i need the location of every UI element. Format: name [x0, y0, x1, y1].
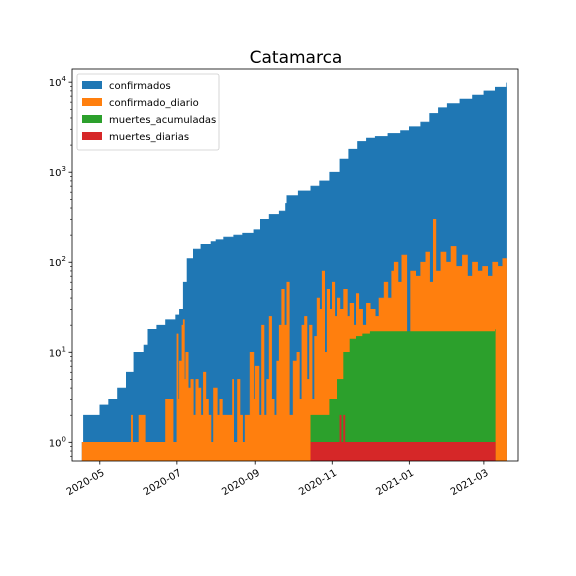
legend-swatch [82, 98, 102, 106]
series-area-muertes_acumuladas [310, 329, 496, 461]
legend-label: confirmado_diario [109, 98, 199, 109]
y-axis: 100 101 102 103 104 [49, 75, 72, 457]
y-tick-label: 102 [49, 255, 66, 269]
legend-swatch [82, 115, 102, 123]
y-tick-label: 100 [49, 435, 66, 449]
chart-title: Catamarca [250, 48, 343, 68]
series-area-muertes_diarias [310, 414, 496, 461]
y-tick-label: 101 [49, 345, 66, 359]
legend: confirmados confirmado_diario muertes_acum… [76, 73, 220, 151]
plot-frame [71, 68, 519, 462]
legend-swatch [82, 132, 102, 140]
legend-label: muertes_acumuladas [109, 115, 216, 126]
legend-label: muertes_diarias [109, 132, 189, 143]
legend-label: confirmados [109, 81, 171, 92]
y-tick-label: 104 [49, 75, 67, 89]
legend-swatch [82, 81, 102, 89]
y-tick-label: 103 [49, 165, 66, 179]
legend-box [76, 73, 220, 151]
series-layer [81, 82, 507, 461]
